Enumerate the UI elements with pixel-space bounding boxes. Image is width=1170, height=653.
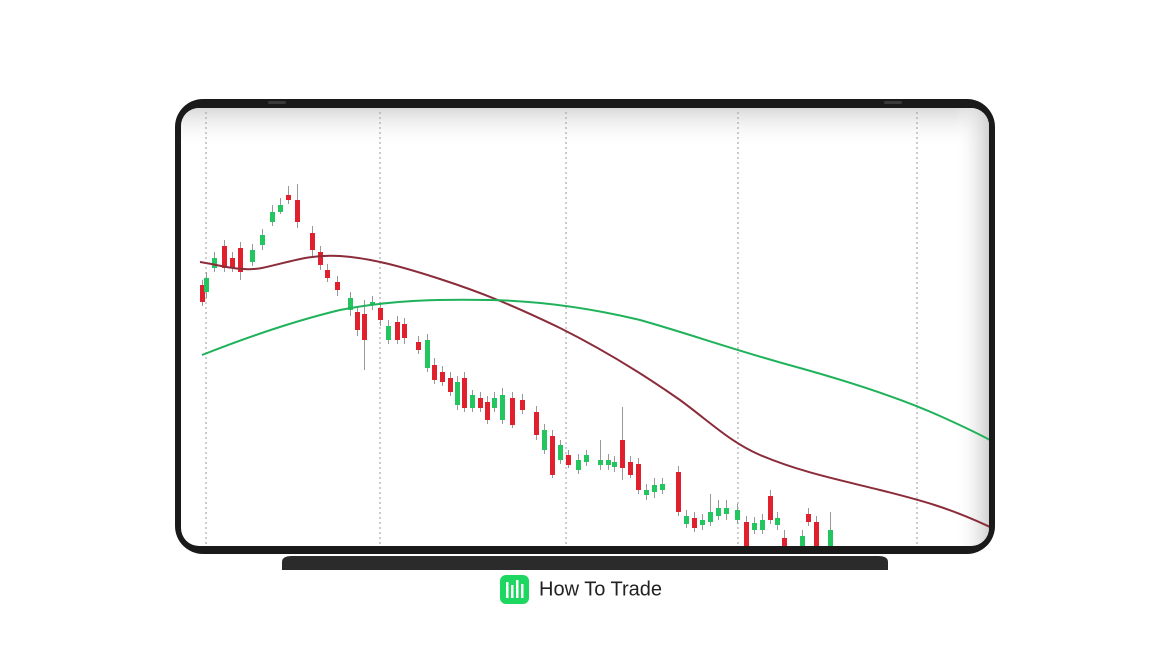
grid-lines [205, 112, 918, 546]
device-detail [884, 101, 902, 104]
device-stand [282, 556, 888, 570]
brand-logo [500, 575, 529, 604]
device-detail [268, 101, 286, 104]
brand-name: How To Trade [539, 578, 662, 600]
device-screen [181, 108, 989, 546]
chart-area [181, 108, 989, 546]
screen-shade [955, 108, 989, 546]
screen-shade [181, 108, 989, 148]
moving-average-slow [199, 254, 989, 528]
moving-average-fast [201, 298, 989, 441]
